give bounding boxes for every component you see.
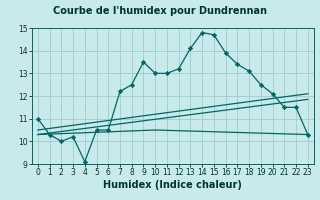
Text: Courbe de l'humidex pour Dundrennan: Courbe de l'humidex pour Dundrennan	[53, 6, 267, 16]
X-axis label: Humidex (Indice chaleur): Humidex (Indice chaleur)	[103, 180, 242, 190]
